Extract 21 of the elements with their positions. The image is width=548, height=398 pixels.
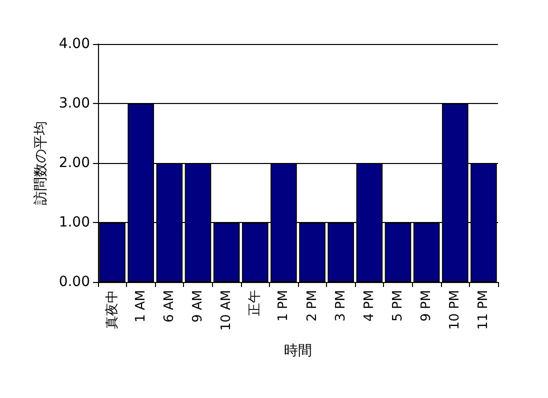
x-tick-label: 4 PM [362,290,377,322]
x-tick-label: 10 AM [219,290,234,331]
y-axis-title: 訪問数の平均 [32,121,49,205]
x-tick-label: 5 PM [390,290,406,322]
x-tick-label: 正午 [248,290,263,316]
x-tick-label: 2 PM [304,290,320,322]
y-tick-label: 0.00 [58,274,90,290]
x-tick-label: 真夜中 [104,290,120,329]
y-tick-label: 3.00 [58,96,90,112]
y-tick-label: 4.00 [58,36,90,52]
y-tick-label: 1.00 [58,214,90,230]
x-axis-title: 時間 [284,343,312,359]
x-tick-label: 11 PM [476,290,492,330]
x-tick-label: 1 AM [133,290,148,323]
x-tick-label: 3 PM [333,290,348,322]
y-tick-label: 2.00 [58,155,90,171]
x-tick-label: 9 AM [190,290,206,323]
x-tick-label: 10 PM [448,290,463,330]
x-tick-label: 9 PM [419,290,434,322]
x-tick-label: 1 PM [276,290,292,322]
x-tick-label: 6 AM [162,290,177,323]
